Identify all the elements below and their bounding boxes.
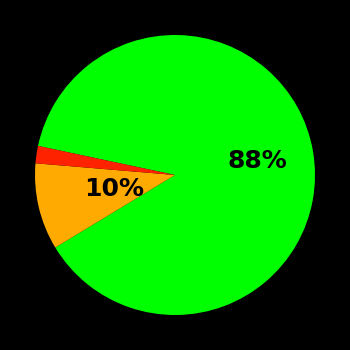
Text: 88%: 88%	[228, 149, 288, 173]
Wedge shape	[35, 163, 175, 247]
Wedge shape	[38, 35, 315, 315]
Wedge shape	[35, 146, 175, 175]
Text: 10%: 10%	[84, 177, 144, 201]
